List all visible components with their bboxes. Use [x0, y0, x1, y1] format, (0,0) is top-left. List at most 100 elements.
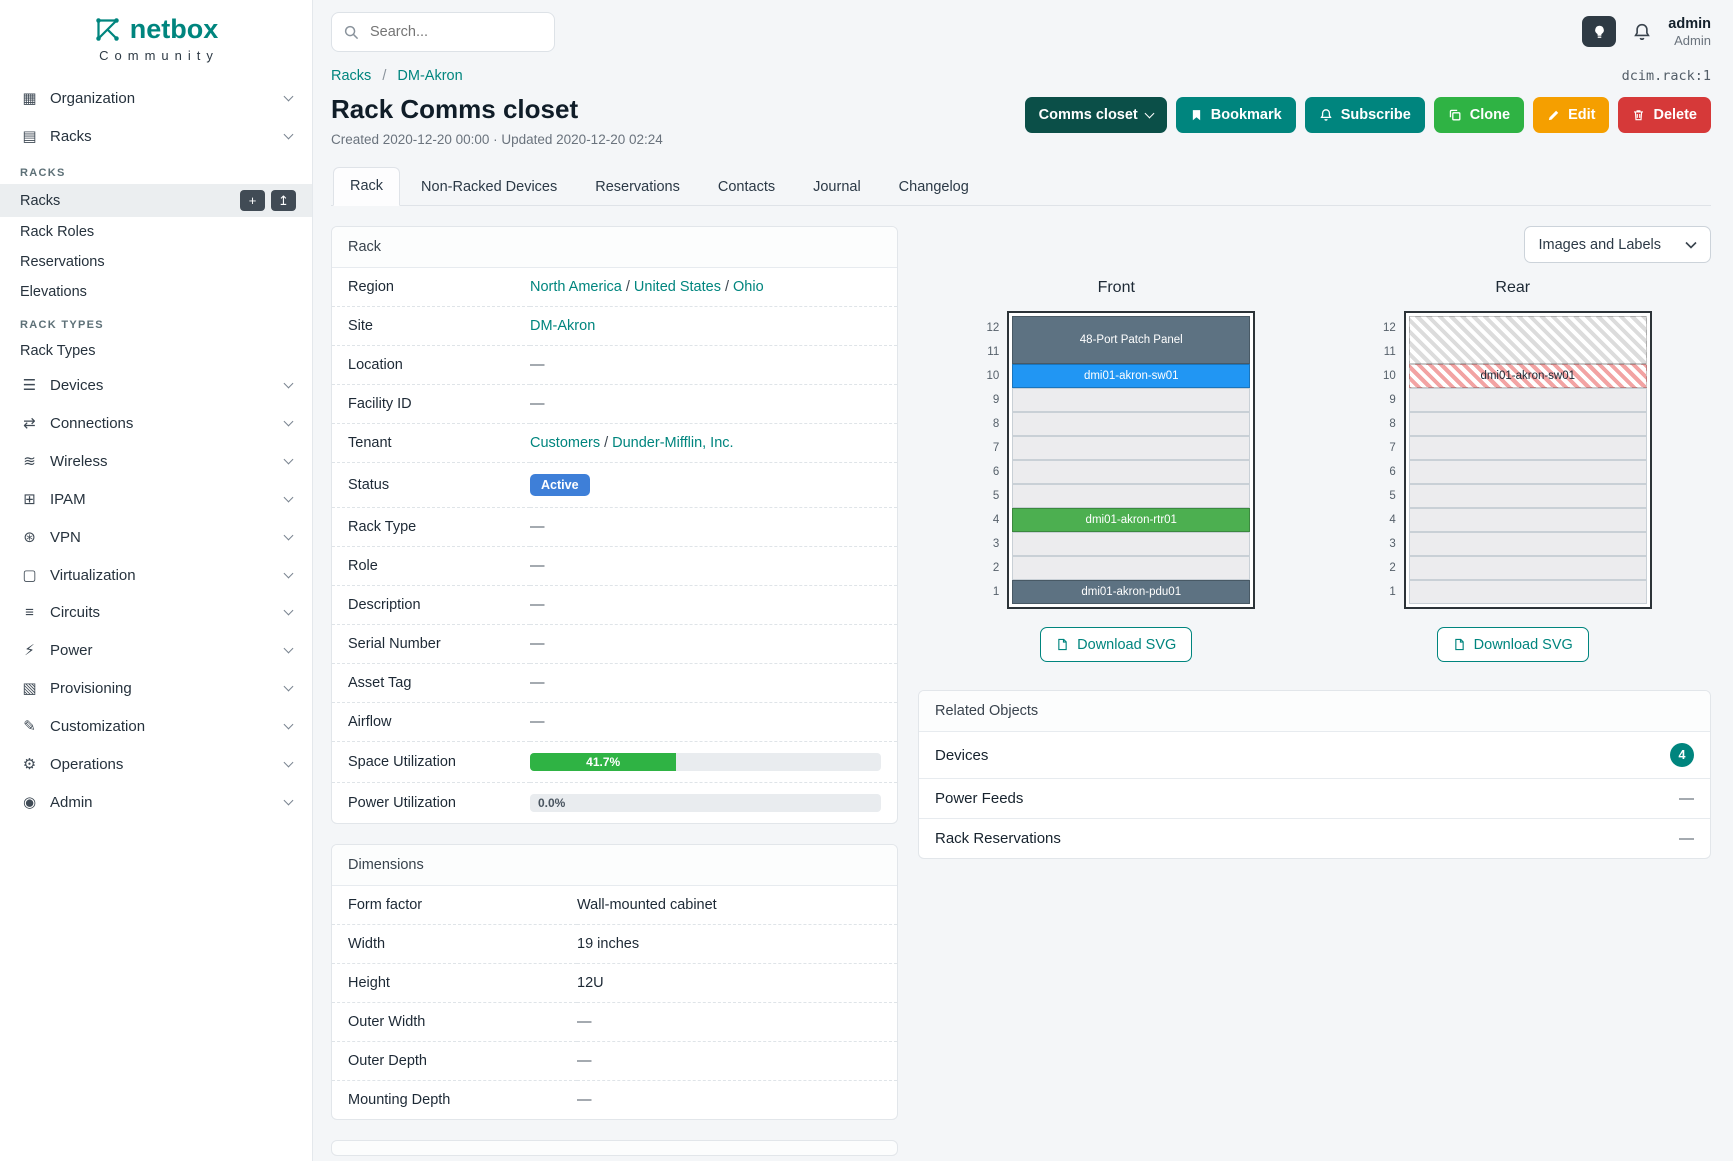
rack-frame: 48-Port Patch Panel dmi01-akron-sw01 dmi01…: [1007, 311, 1256, 609]
unit-number: 12: [986, 322, 1000, 334]
rack-device[interactable]: dmi01-akron-sw01: [1012, 364, 1251, 388]
netbox-logo[interactable]: netbox Community: [0, 14, 312, 79]
chevron-down-icon: [1144, 108, 1155, 119]
sidebar-item-rack-types[interactable]: Rack Types: [0, 336, 312, 366]
tab-journal[interactable]: Journal: [796, 167, 878, 206]
topbar: admin Admin: [313, 0, 1733, 60]
text-value: 19 inches: [577, 936, 640, 952]
sidebar-group-wireless[interactable]: ≋ Wireless: [0, 442, 312, 480]
attr-label: Mounting Depth: [348, 1092, 451, 1108]
sidebar: netbox Community ▦ Organization ▤ Racks RACK…: [0, 0, 313, 1161]
sidebar-group-power[interactable]: ⚡ Power: [0, 631, 312, 669]
search-box: [331, 12, 555, 52]
sidebar-item-rack-roles[interactable]: Rack Roles: [0, 217, 312, 247]
link-separator: /: [724, 279, 729, 295]
edit-button[interactable]: Edit: [1533, 97, 1610, 133]
sidebar-item-elevations[interactable]: Elevations: [0, 277, 312, 307]
link-customers[interactable]: Customers: [530, 435, 601, 451]
link-dunder-mifflin-inc[interactable]: Dunder-Mifflin, Inc.: [612, 435, 734, 451]
attr-label: Outer Width: [348, 1014, 426, 1030]
attr-value: Customers / Dunder-Mifflin, Inc.: [530, 424, 897, 463]
sidebar-group-devices[interactable]: ☰ Devices: [0, 366, 312, 404]
tab-contacts[interactable]: Contacts: [701, 167, 792, 206]
user-menu[interactable]: admin Admin: [1668, 16, 1711, 49]
sidebar-group-organization[interactable]: ▦ Organization: [0, 79, 312, 117]
theme-toggle-button[interactable]: [1582, 16, 1617, 48]
attr-label: Airflow: [348, 714, 392, 730]
sidebar-group-ipam[interactable]: ⊞ IPAM: [0, 480, 312, 518]
attr-label: Height: [348, 975, 390, 991]
unit-number: 11: [1383, 346, 1396, 358]
sidebar-group-customization[interactable]: ✎ Customization: [0, 707, 312, 745]
pencil-icon: [1547, 109, 1560, 122]
breadcrumb: Racks / DM-Akron: [331, 68, 463, 84]
attr-label: Form factor: [348, 897, 423, 913]
tab-rack[interactable]: Rack: [333, 167, 401, 206]
rack-device[interactable]: 48-Port Patch Panel: [1012, 316, 1251, 364]
card-title: Rack: [332, 227, 897, 268]
sidebar-group-vpn[interactable]: ⊛ VPN: [0, 518, 312, 556]
notifications-button[interactable]: [1632, 22, 1652, 42]
bookmark-button[interactable]: Bookmark: [1175, 97, 1296, 133]
organization-icon: ▦: [22, 90, 37, 107]
related-row-rack-reservations[interactable]: Rack Reservations —: [919, 818, 1710, 858]
link-united-states[interactable]: United States: [633, 279, 721, 295]
space-utilization-bar: 41.7%: [530, 753, 881, 771]
breadcrumb-link-site[interactable]: DM-Akron: [397, 68, 463, 84]
empty-value: —: [577, 1092, 592, 1108]
rack-device[interactable]: dmi01-akron-rtr01: [1012, 508, 1251, 532]
rack-device[interactable]: [1408, 316, 1647, 364]
sidebar-group-connections[interactable]: ⇄ Connections: [0, 404, 312, 442]
sidebar-group-virtualization[interactable]: ▢ Virtualization: [0, 556, 312, 594]
sidebar-item-racks[interactable]: Racks + ↥: [0, 184, 312, 217]
sidebar-group-operations[interactable]: ⚙ Operations: [0, 745, 312, 783]
import-button[interactable]: ↥: [271, 190, 296, 211]
link-ohio[interactable]: Ohio: [733, 279, 764, 295]
attr-row: Region North America / United States / Ohio: [332, 268, 897, 307]
sidebar-group-provisioning[interactable]: ▧ Provisioning: [0, 669, 312, 707]
text-value: 12U: [577, 975, 604, 991]
chevron-down-icon: [1685, 241, 1697, 249]
breadcrumb-link-racks[interactable]: Racks: [331, 68, 372, 84]
attr-value: Active: [530, 463, 897, 508]
tab-changelog[interactable]: Changelog: [882, 167, 986, 206]
chevron-down-icon: [283, 378, 294, 388]
tab-reservations[interactable]: Reservations: [578, 167, 697, 206]
related-row-devices[interactable]: Devices 4: [919, 732, 1710, 778]
rack-slot-empty: [1408, 436, 1647, 460]
plus-icon: +: [248, 193, 257, 208]
rack-device[interactable]: dmi01-akron-pdu01: [1012, 580, 1251, 604]
attr-value: 0.0%: [530, 783, 897, 824]
add-button[interactable]: +: [240, 190, 265, 211]
brand-subtitle: Community: [99, 48, 219, 63]
download-svg-button-front[interactable]: Download SVG: [1040, 627, 1193, 662]
empty-value: —: [577, 1014, 592, 1030]
main-area: admin Admin Racks / DM-Akron dcim.rack:1…: [313, 0, 1733, 1161]
rack-device[interactable]: dmi01-akron-sw01: [1408, 364, 1647, 388]
trash-icon: [1632, 108, 1645, 122]
link-north-america[interactable]: North America: [530, 279, 622, 295]
sidebar-item-reservations[interactable]: Reservations: [0, 247, 312, 277]
sidebar-group-circuits[interactable]: ≡ Circuits: [0, 594, 312, 631]
sidebar-group-racks[interactable]: ▤ Racks: [0, 117, 312, 155]
empty-value: —: [530, 519, 545, 535]
unit-number: 5: [992, 490, 1000, 502]
clone-button[interactable]: Clone: [1433, 97, 1525, 133]
context-dropdown-button[interactable]: Comms closet: [1024, 97, 1167, 133]
sidebar-group-admin[interactable]: ◉ Admin: [0, 783, 312, 821]
rack-slot-empty: [1012, 460, 1251, 484]
tab-non-racked-devices[interactable]: Non-Racked Devices: [404, 167, 574, 206]
attr-row: Facility ID —: [332, 384, 897, 424]
power-icon: ⚡: [24, 642, 35, 659]
search-input[interactable]: [368, 23, 542, 41]
images-and-labels-select[interactable]: Images and Labels: [1524, 226, 1711, 263]
attr-row: Site DM-Akron: [332, 306, 897, 346]
upload-icon: ↥: [278, 193, 289, 208]
link-dm-akron[interactable]: DM-Akron: [530, 318, 596, 334]
attr-row: Serial Number —: [332, 624, 897, 664]
subscribe-button[interactable]: Subscribe: [1304, 97, 1425, 133]
user-name: admin: [1668, 15, 1711, 32]
related-row-power-feeds[interactable]: Power Feeds —: [919, 778, 1710, 818]
download-svg-button-rear[interactable]: Download SVG: [1436, 627, 1589, 662]
delete-button[interactable]: Delete: [1618, 97, 1711, 133]
